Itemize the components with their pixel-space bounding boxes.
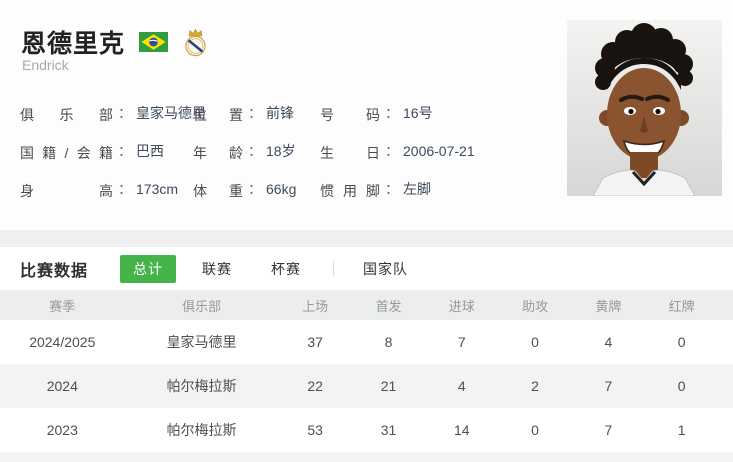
player-name-row: 恩德里克: [21, 24, 207, 60]
tab-national-team[interactable]: 国家队: [350, 255, 421, 283]
table-row: 2023 帕尔梅拉斯 53 31 14 0 7 1: [0, 408, 733, 452]
table-row: 2024/2025 皇家马德里 37 8 7 0 4 0: [0, 320, 733, 364]
info-weight: 体重： 66kg: [193, 181, 297, 199]
info-number: 号码： 16号: [320, 105, 433, 123]
info-position: 位置：前锋: [193, 105, 294, 123]
cell-starts: 31: [380, 422, 397, 438]
player-name-en: Endrick: [22, 57, 69, 73]
cell-yellow-cards: 7: [604, 378, 613, 394]
cell-starts: 21: [380, 378, 397, 394]
table-row-partial: [0, 452, 733, 462]
tab-total[interactable]: 总计: [120, 254, 177, 283]
cell-appearances: 22: [307, 378, 323, 394]
header-starts: 首发: [375, 298, 402, 314]
cell-season: 2024: [46, 378, 78, 394]
section-divider: [0, 230, 733, 247]
info-age: 年龄： 18岁: [193, 143, 296, 161]
info-foot: 惯用脚：左脚: [320, 181, 431, 199]
info-club: 俱乐部：皇家马德里: [20, 105, 206, 123]
cell-club: 帕尔梅拉斯: [166, 422, 237, 438]
brazil-flag-icon: [139, 32, 169, 52]
cell-starts: 8: [384, 334, 393, 350]
cell-red-cards: 0: [677, 334, 686, 350]
player-info-grid: 俱乐部：皇家马德里 位置：前锋 号码： 16号 国籍/会籍：巴西 年龄： 18岁 生…: [20, 95, 535, 209]
cell-season: 2024/2025: [29, 334, 96, 350]
stats-table: 赛季 俱乐部 上场 首发 进球 助攻 黄牌 红牌 2024/2025 皇家马德里…: [0, 290, 733, 462]
tab-cup[interactable]: 杯赛: [258, 255, 314, 283]
tab-divider: [333, 261, 335, 276]
cell-red-cards: 0: [677, 378, 686, 394]
cell-assists: 2: [531, 378, 539, 394]
info-height: 身高： 173cm: [20, 181, 179, 199]
header-season: 赛季: [49, 298, 76, 314]
cell-yellow-cards: 7: [604, 422, 613, 438]
tab-league[interactable]: 联赛: [189, 255, 245, 283]
cell-goals: 4: [457, 378, 466, 394]
header-red-cards: 红牌: [668, 298, 695, 314]
stats-tabbar: 比赛数据 总计 联赛 杯赛 国家队: [0, 247, 733, 290]
cell-red-cards: 1: [677, 422, 686, 438]
cell-season: 2023: [46, 422, 78, 438]
header-goals: 进球: [448, 298, 475, 314]
header-yellow-cards: 黄牌: [595, 298, 622, 314]
cell-club: 帕尔梅拉斯: [166, 378, 237, 394]
player-photo: [567, 20, 722, 196]
cell-goals: 7: [457, 334, 466, 350]
info-nationality: 国籍/会籍：巴西: [20, 143, 164, 161]
table-header-row: 赛季 俱乐部 上场 首发 进球 助攻 黄牌 红牌: [0, 290, 733, 320]
stats-card: 比赛数据 总计 联赛 杯赛 国家队 赛季 俱乐部 上场 首发 进球 助攻 黄牌 …: [0, 247, 733, 462]
cell-assists: 0: [531, 334, 539, 350]
cell-appearances: 37: [307, 334, 323, 350]
player-name: 恩德里克: [21, 30, 126, 58]
header-club: 俱乐部: [182, 298, 222, 314]
stats-section-title: 比赛数据: [20, 262, 89, 280]
info-birthday: 生日： 2006-07-21: [320, 143, 475, 161]
real-madrid-crest-icon: [184, 28, 207, 57]
player-header-card: 恩德里克 Endrick 俱乐部：皇家马德里: [0, 0, 733, 230]
cell-yellow-cards: 4: [604, 334, 613, 350]
cell-assists: 0: [531, 422, 539, 438]
cell-goals: 14: [453, 422, 470, 438]
cell-appearances: 53: [307, 422, 323, 438]
cell-club: 皇家马德里: [166, 334, 237, 350]
table-row: 2024 帕尔梅拉斯 22 21 4 2 7 0: [0, 364, 733, 408]
header-appearances: 上场: [302, 298, 329, 314]
header-assists: 助攻: [522, 298, 549, 314]
